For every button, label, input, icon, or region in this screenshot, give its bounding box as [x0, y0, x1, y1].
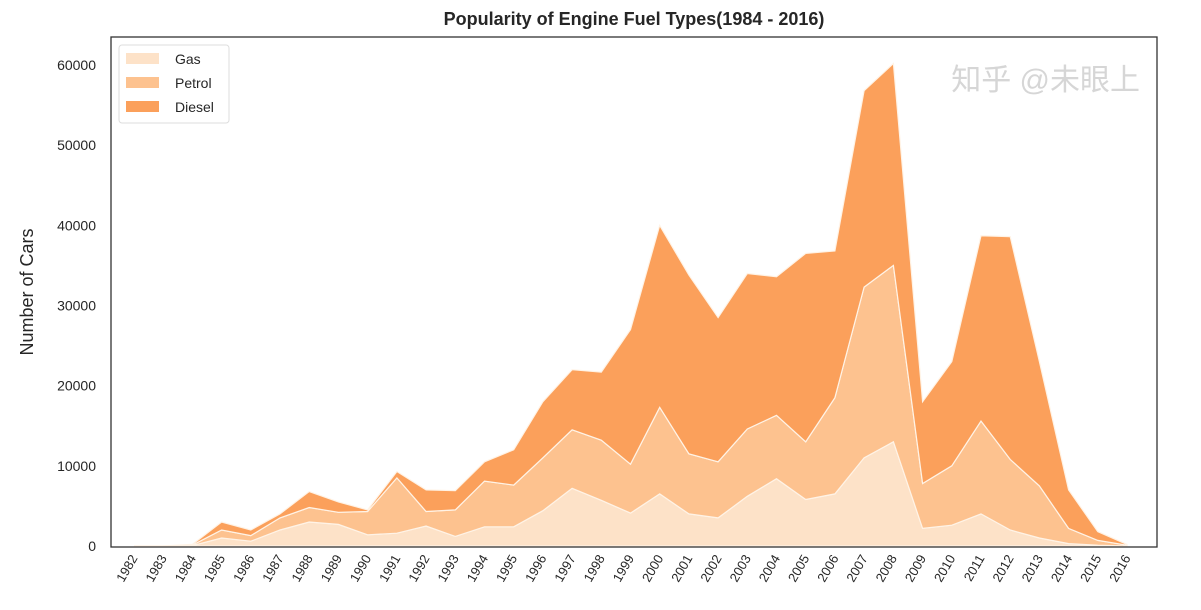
legend-swatch-diesel [126, 101, 159, 112]
x-tick-label: 2014 [1048, 552, 1075, 585]
y-tick-label: 20000 [57, 378, 96, 394]
x-tick-label: 2005 [785, 552, 812, 585]
x-tick-label: 2012 [989, 552, 1016, 585]
x-tick-label: 1994 [464, 552, 491, 585]
legend-swatch-petrol [126, 77, 159, 88]
x-tick-label: 2002 [697, 552, 724, 585]
area-diesel [134, 62, 1128, 547]
x-tick-label: 2011 [961, 552, 988, 584]
x-tick-label: 1993 [434, 552, 461, 585]
watermark: 知乎 @未眼上 [951, 64, 1140, 97]
y-tick-label: 60000 [57, 57, 96, 73]
x-tick-label: 1983 [142, 552, 169, 585]
y-tick-label: 30000 [57, 298, 96, 314]
legend-swatch-gas [126, 53, 159, 64]
y-tick-label: 0 [88, 538, 96, 554]
areas [134, 62, 1128, 547]
x-tick-label: 1996 [522, 552, 549, 585]
plot-frame [110, 36, 1158, 548]
x-tick-label: 1990 [347, 552, 374, 585]
x-tick-label: 2009 [902, 552, 929, 585]
x-tick-label: 2007 [843, 552, 870, 585]
x-tick-label: 1982 [113, 552, 140, 585]
y-tick-label: 50000 [57, 137, 96, 153]
x-tick-label: 1995 [493, 552, 520, 585]
x-tick-label: 2010 [931, 552, 958, 585]
legend: Gas Petrol Diesel [118, 44, 230, 124]
y-tick-label: 40000 [57, 217, 96, 233]
x-tick-label: 2006 [814, 552, 841, 585]
y-ticks: 0 10000 20000 30000 40000 50000 60000 [57, 57, 96, 554]
x-tick-label: 1986 [230, 552, 257, 585]
x-tick-label: 1989 [318, 552, 345, 585]
y-axis-label: Number of Cars [17, 228, 37, 355]
x-tick-label: 2008 [872, 552, 899, 585]
y-tick-label: 10000 [57, 458, 96, 474]
x-tick-label: 1992 [405, 552, 432, 585]
x-tick-label: 2004 [756, 552, 783, 585]
x-tick-label: 2000 [639, 552, 666, 585]
x-tick-label: 1999 [610, 552, 637, 585]
x-tick-label: 1984 [172, 552, 199, 585]
x-ticks: 1982 1983 1984 1985 1986 1987 1988 1989 1990 1991… [113, 552, 1133, 585]
x-tick-label: 1991 [376, 552, 403, 585]
x-tick-label: 1987 [259, 552, 286, 585]
x-tick-label: 2001 [668, 552, 695, 585]
x-tick-label: 2015 [1077, 552, 1104, 585]
legend-label-gas: Gas [175, 51, 201, 67]
x-tick-label: 1985 [201, 552, 228, 585]
x-tick-label: 2013 [1019, 552, 1046, 585]
chart-title: Popularity of Engine Fuel Types(1984 - 2… [444, 9, 825, 29]
x-tick-label: 2016 [1106, 552, 1133, 585]
x-tick-label: 1988 [288, 552, 315, 585]
x-tick-label: 1997 [551, 552, 578, 585]
x-tick-label: 1998 [580, 552, 607, 585]
x-tick-label: 2003 [726, 552, 753, 585]
legend-label-petrol: Petrol [175, 75, 212, 91]
legend-label-diesel: Diesel [175, 99, 214, 115]
